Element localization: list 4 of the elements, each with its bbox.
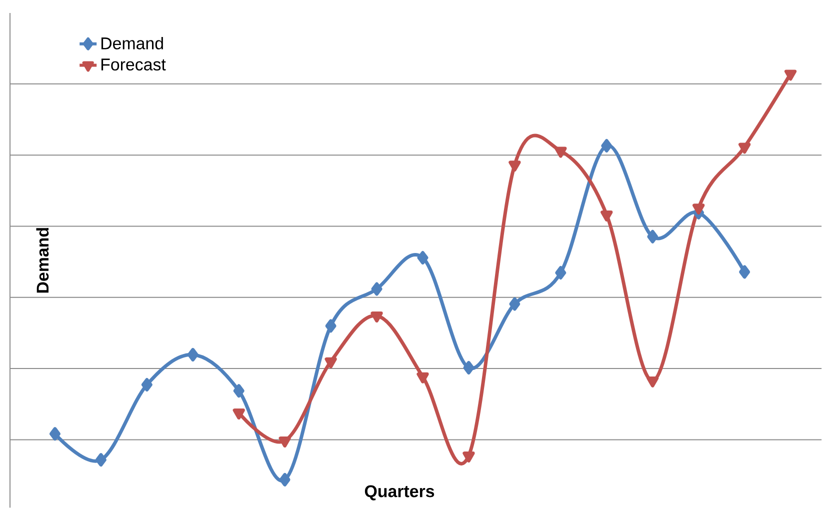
y-axis-title: Demand: [36, 228, 49, 292]
legend-label: Forecast: [101, 58, 166, 70]
legend-label: Demand: [101, 36, 163, 50]
x-axis-title: Quarters: [364, 485, 434, 500]
